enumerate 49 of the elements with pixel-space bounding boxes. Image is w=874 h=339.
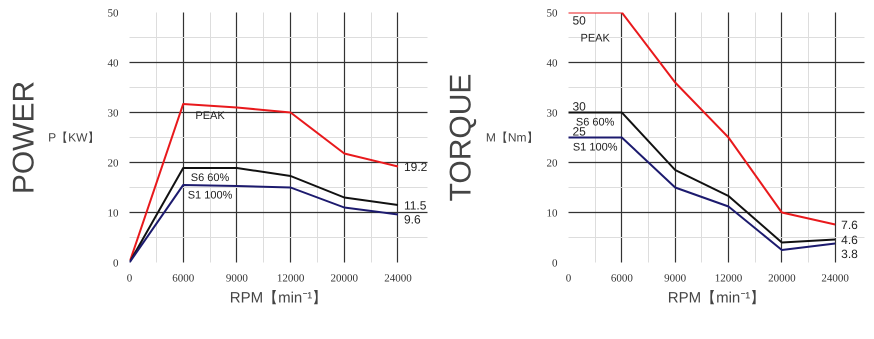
x-tick-label: 6000 — [172, 272, 195, 284]
x-tick-label: 20000 — [768, 272, 796, 284]
y-tick-label: 10 — [546, 208, 558, 220]
y-tick-label: 0 — [552, 258, 558, 270]
series-label: S1 100% — [188, 190, 233, 202]
x-tick-label: 24000 — [821, 272, 850, 284]
data-label: 50 — [572, 14, 586, 28]
y-tick-label: 40 — [108, 58, 119, 70]
x-tick-label: 0 — [126, 272, 133, 284]
y-axis-title: M【Nm】 — [486, 130, 539, 144]
y-tick-label: 30 — [108, 108, 119, 120]
line-series — [130, 103, 399, 262]
x-tick-label: 12000 — [714, 272, 743, 284]
data-label: 4.6 — [841, 233, 858, 247]
y-axis-title: P【KW】 — [48, 130, 100, 144]
data-label: 3.8 — [841, 247, 858, 261]
x-tick-label: 9000 — [664, 272, 687, 284]
series-label: S1 100% — [572, 142, 618, 154]
data-label: 9.6 — [404, 212, 421, 226]
x-axis-title: RPM【min⁻¹】 — [230, 290, 328, 306]
line-series — [130, 184, 399, 262]
line-series — [568, 112, 836, 244]
x-tick-label: 6000 — [610, 272, 634, 284]
series-label: PEAK — [195, 110, 226, 122]
x-tick-label: 0 — [566, 272, 572, 284]
data-label: 19.2 — [404, 160, 428, 174]
data-label: 30 — [572, 100, 586, 114]
x-tick-label: 20000 — [330, 272, 359, 284]
y-tick-label: 10 — [108, 208, 119, 220]
y-tick-label: 20 — [546, 158, 558, 170]
y-tick-label: 0 — [113, 258, 119, 270]
x-axis-title: RPM【min⁻¹】 — [668, 290, 766, 306]
line-series — [130, 167, 399, 262]
x-tick-label: 12000 — [276, 272, 305, 284]
text: TORQUE — [444, 74, 478, 202]
x-tick-label: 9000 — [226, 272, 248, 284]
line-series — [568, 12, 836, 226]
text: POWER — [8, 80, 40, 194]
y-tick-label: 50 — [546, 8, 558, 20]
y-tick-label: 50 — [108, 8, 119, 20]
y-tick-label: 20 — [108, 158, 119, 170]
data-label: 11.5 — [404, 198, 427, 212]
y-tick-label: 40 — [546, 58, 558, 70]
series-label: S6 60% — [190, 172, 230, 184]
x-tick-label: 24000 — [384, 272, 412, 284]
y-tick-label: 30 — [546, 108, 558, 120]
series-label: PEAK — [580, 32, 611, 44]
data-label: 7.6 — [841, 218, 858, 232]
line-series — [568, 136, 836, 251]
